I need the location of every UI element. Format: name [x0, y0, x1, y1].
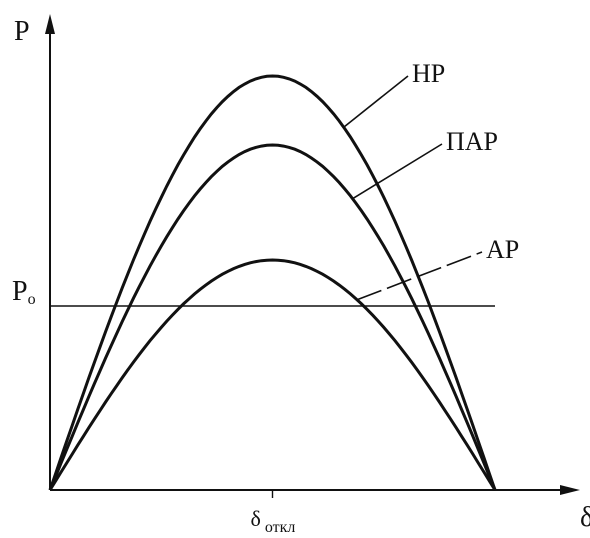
series-leader-par: [352, 143, 443, 200]
reference-line-label: Po: [12, 276, 36, 308]
x-tick-label-main: δ: [251, 506, 261, 531]
series-leader-hr: [343, 75, 409, 128]
axes: [45, 14, 580, 495]
series-label-hr: НР: [412, 59, 445, 88]
reference-label-main: P: [12, 276, 28, 307]
x-axis-label: δ: [580, 502, 590, 533]
series-label-ar: АР: [486, 235, 519, 264]
x-tick-label: δ откл: [251, 506, 296, 536]
y-axis-label: P: [14, 16, 30, 47]
x-axis-arrow: [560, 485, 580, 495]
x-tick-label-sub: откл: [265, 519, 296, 536]
series-curve-par: [48, 143, 497, 491]
series-label-par: ПАР: [446, 127, 498, 156]
series-curve-hr: [48, 74, 497, 491]
series-curve-ar: [48, 258, 497, 491]
reference-label-sub: o: [28, 291, 36, 308]
series-leader-ar: [356, 251, 483, 301]
y-axis-arrow: [45, 14, 55, 34]
